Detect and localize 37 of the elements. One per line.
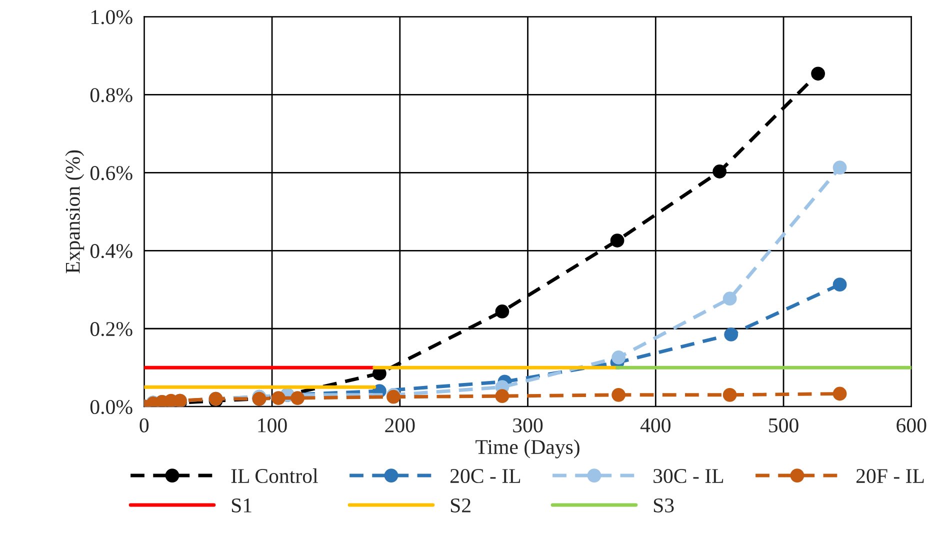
point — [495, 389, 510, 404]
x-tick-label: 100 — [258, 418, 287, 432]
y-tick-label: 0.8% — [90, 88, 132, 102]
x-tick-label: 400 — [640, 418, 670, 432]
x-tick-label: 600 — [896, 418, 926, 432]
y-tick-label: 0.0% — [90, 400, 132, 414]
point — [722, 292, 737, 306]
legend-label: S3 — [654, 498, 674, 512]
y-tick-label: 0.4% — [90, 244, 132, 258]
point — [722, 388, 737, 402]
y-tick-label: 0.6% — [90, 166, 132, 180]
y-tick-label: 1.0% — [91, 10, 132, 24]
x-tick-label: 500 — [769, 418, 798, 432]
legend-label: S1 — [232, 498, 252, 512]
point — [271, 391, 286, 405]
point — [832, 386, 847, 401]
point — [811, 66, 825, 81]
y-axis-title: Expansion (%) — [65, 150, 84, 274]
legend-label: S2 — [450, 498, 470, 512]
point — [832, 278, 847, 292]
point — [724, 328, 738, 342]
legend-label: 20F - IL — [856, 468, 924, 484]
legend-label: 20C - IL — [450, 468, 520, 484]
point — [495, 304, 510, 318]
point — [832, 160, 847, 175]
point — [290, 391, 305, 405]
x-tick-label: 0 — [140, 418, 149, 432]
legend-label: 30C - IL — [654, 468, 724, 484]
x-tick-label: 300 — [513, 418, 543, 432]
point — [612, 388, 626, 402]
x-tick-label: 200 — [385, 418, 415, 432]
point — [610, 234, 624, 248]
y-tick-label: 0.2% — [90, 322, 132, 336]
legend-label: IL Control — [231, 468, 318, 484]
x-axis-title: Time (Days) — [476, 439, 580, 458]
point — [712, 164, 727, 178]
point — [612, 350, 626, 364]
